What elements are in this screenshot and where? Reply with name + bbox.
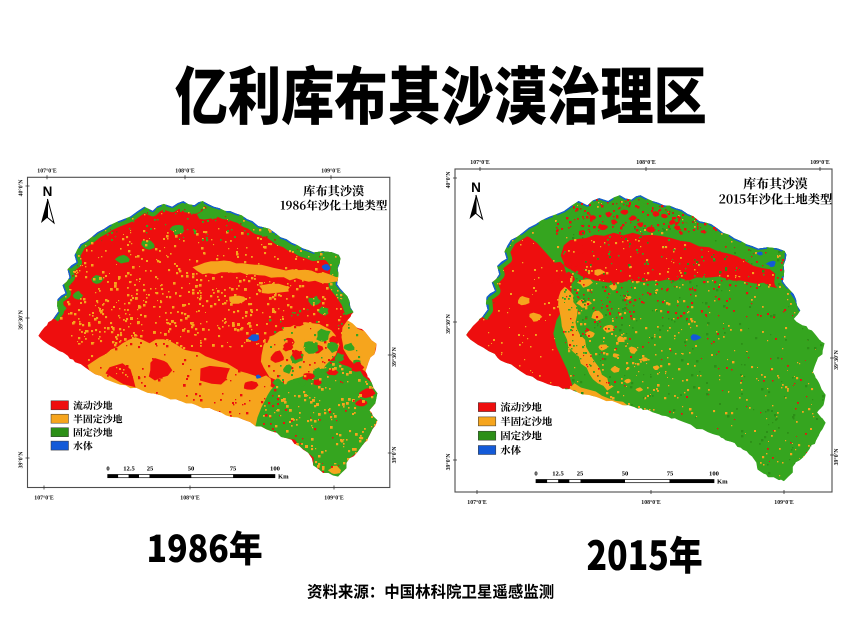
- svg-text:109°0'E: 109°0'E: [321, 167, 341, 174]
- svg-text:Km: Km: [278, 474, 289, 481]
- svg-text:107°0'E: 107°0'E: [34, 495, 54, 502]
- svg-text:75: 75: [667, 471, 674, 478]
- svg-text:40°0'N: 40°0'N: [18, 179, 25, 197]
- svg-text:108°0'E: 108°0'E: [180, 495, 200, 502]
- svg-text:107°0'E: 107°0'E: [467, 499, 487, 506]
- svg-text:75: 75: [230, 466, 237, 473]
- svg-text:39°0'N: 39°0'N: [18, 451, 25, 469]
- svg-text:40°0'N: 40°0'N: [445, 171, 452, 189]
- svg-text:39°0'N: 39°0'N: [445, 453, 452, 471]
- svg-text:100: 100: [709, 471, 720, 478]
- svg-text:25: 25: [577, 471, 584, 478]
- svg-text:50: 50: [622, 471, 629, 478]
- svg-text:108°0'E: 108°0'E: [641, 499, 661, 506]
- svg-text:109°0'E: 109°0'E: [324, 495, 344, 502]
- svg-text:12.5: 12.5: [552, 471, 564, 478]
- svg-text:107°0'E: 107°0'E: [37, 167, 57, 174]
- svg-text:39°30'N: 39°30'N: [445, 313, 452, 334]
- svg-text:39°30'N: 39°30'N: [833, 349, 840, 370]
- svg-text:N: N: [43, 184, 53, 199]
- svg-text:12.5: 12.5: [123, 466, 135, 473]
- svg-text:108°0'E: 108°0'E: [175, 167, 195, 174]
- svg-text:25: 25: [147, 466, 154, 473]
- svg-text:0: 0: [106, 466, 110, 473]
- svg-text:39°30'N: 39°30'N: [391, 346, 398, 367]
- svg-text:39°0'N: 39°0'N: [391, 446, 398, 464]
- svg-text:109°0'E: 109°0'E: [810, 159, 830, 166]
- svg-text:N: N: [471, 180, 481, 195]
- svg-text:107°0'E: 107°0'E: [470, 159, 490, 166]
- svg-text:Km: Km: [717, 479, 728, 486]
- svg-text:108°0'E: 108°0'E: [636, 159, 656, 166]
- svg-text:100: 100: [270, 466, 281, 473]
- svg-text:39°30'N: 39°30'N: [18, 309, 25, 330]
- svg-text:39°0'N: 39°0'N: [833, 448, 840, 466]
- svg-text:109°0'E: 109°0'E: [774, 499, 794, 506]
- svg-text:50: 50: [188, 466, 195, 473]
- svg-text:0: 0: [534, 471, 538, 478]
